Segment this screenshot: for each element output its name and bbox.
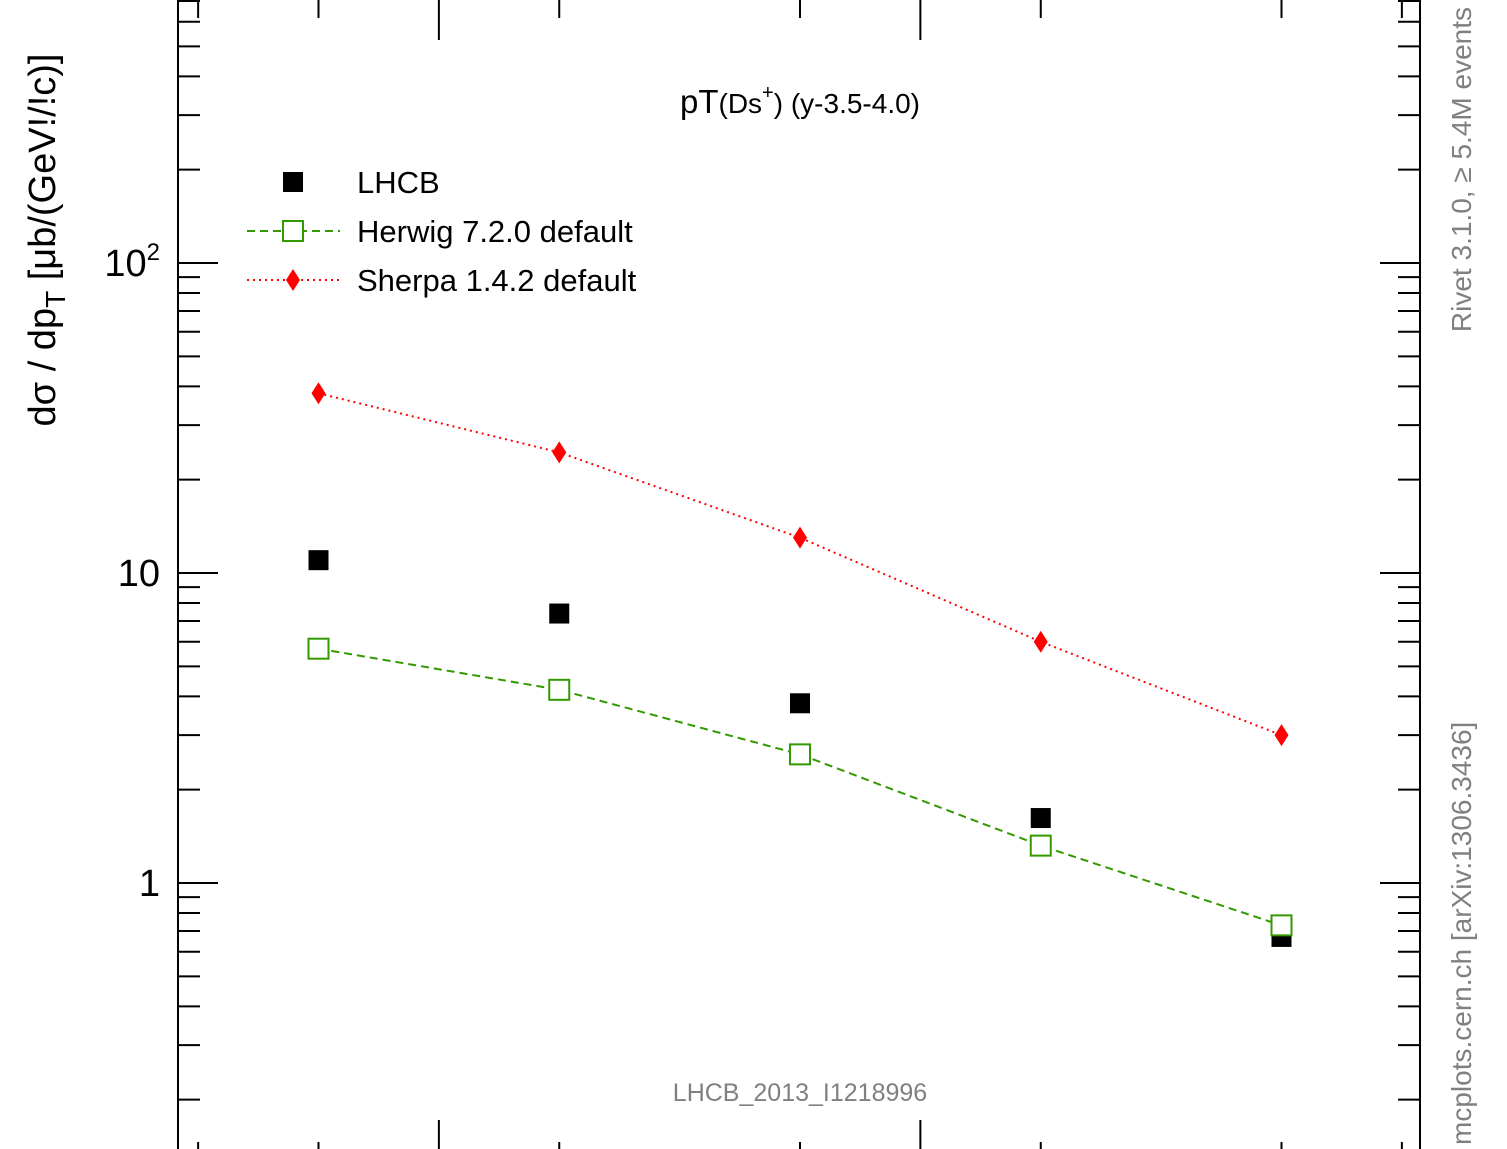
- y-axis-label: dσ / dpT [μb/(GeV!/!c)]: [22, 54, 71, 427]
- point-0-0: [308, 550, 329, 571]
- chart-title: pT(Ds+) (y-3.5-4.0): [680, 82, 920, 120]
- data-points: [307, 382, 1293, 947]
- point-2-1: [552, 441, 567, 464]
- y-tick-label: 10: [118, 553, 160, 595]
- point-0-2: [790, 693, 810, 714]
- chart-title-paren: (Ds: [719, 88, 763, 119]
- point-2-3: [1033, 630, 1048, 653]
- side-label-bottom: mcplots.cern.ch [arXiv:1306.3436]: [1446, 722, 1477, 1145]
- y-axis-label-main: dσ / dp: [22, 308, 64, 427]
- legend-marker: [283, 172, 303, 192]
- point-1-0: [307, 637, 330, 660]
- side-label-top: Rivet 3.1.0, ≥ 5.4M events: [1446, 7, 1477, 332]
- series-lines: [318, 392, 1282, 927]
- legend-marker: [282, 220, 304, 242]
- y-axis-label-sub: T: [40, 291, 71, 308]
- point-0-1: [549, 603, 570, 624]
- series-line-1: [318, 647, 1282, 927]
- point-1-3: [1029, 834, 1052, 857]
- tick-marks: [178, 0, 1420, 1149]
- point-1-2: [789, 743, 811, 766]
- chart-title-range: (y-3.5-4.0): [791, 88, 920, 119]
- series-line-2: [318, 392, 1282, 737]
- chart-title-close: ): [774, 88, 791, 119]
- point-2-4: [1274, 724, 1289, 747]
- point-1-1: [548, 678, 571, 701]
- legend-label: LHCB: [357, 165, 440, 200]
- legend-label: Herwig 7.2.0 default: [357, 214, 633, 249]
- y-tick-label: 102: [104, 239, 160, 285]
- y-tick-label-sup: 2: [147, 239, 160, 266]
- point-0-3: [1030, 808, 1051, 829]
- point-1-4: [1270, 914, 1293, 937]
- legend-label: Sherpa 1.4.2 default: [357, 263, 637, 298]
- plot-frame: [177, 0, 1421, 1149]
- point-2-2: [793, 526, 807, 549]
- y-tick-label: 1: [139, 863, 160, 905]
- chart-title-sup: +: [762, 82, 774, 104]
- watermark: LHCB_2013_I1218996: [673, 1079, 927, 1107]
- chart-title-main: pT: [680, 83, 719, 120]
- legend: LHCB Herwig 7.2.0 default Sherpa 1.4.2 def…: [247, 165, 637, 298]
- legend-marker: [286, 269, 300, 291]
- y-axis-label-units: [μb/(GeV!/!c)]: [22, 54, 64, 291]
- point-2-0: [311, 382, 326, 405]
- y-tick-label-base: 10: [104, 243, 146, 285]
